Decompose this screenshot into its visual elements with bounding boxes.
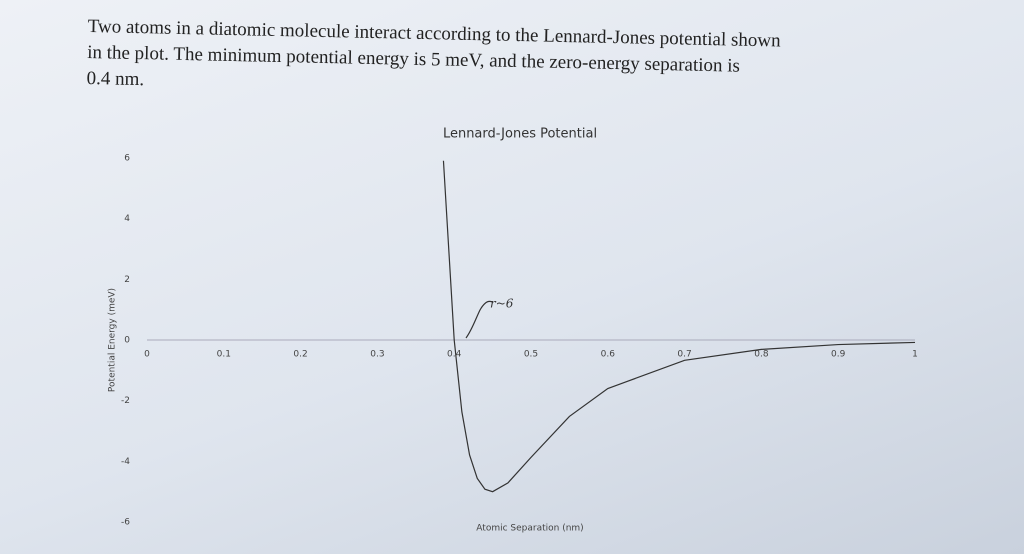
y-axis-label: Potential Energy (meV) <box>108 288 118 392</box>
x-tick-label: 0.7 <box>677 350 691 360</box>
x-tick-label: 0 <box>144 350 150 360</box>
y-tick-label: 6 <box>124 154 130 164</box>
x-tick-label: 1 <box>912 350 918 360</box>
x-tick-label: 0.1 <box>217 350 231 360</box>
curve <box>442 160 916 493</box>
y-tick-label: 4 <box>124 214 130 224</box>
handwritten-mark <box>465 300 493 339</box>
y-tick-label: 0 <box>124 336 130 346</box>
y-tick-label: -4 <box>121 457 130 467</box>
y-tick-label: -6 <box>121 518 130 528</box>
x-tick-label: 0.2 <box>293 350 307 360</box>
chart-title: Lennard-Jones Potential <box>443 127 597 142</box>
y-tick-label: -2 <box>121 396 130 406</box>
x-tick-label: 0.3 <box>370 350 384 360</box>
x-tick-label: 0.4 <box>447 350 462 360</box>
x-axis-label: Atomic Separation (nm) <box>476 524 583 534</box>
x-tick-label: 0.6 <box>601 350 616 360</box>
annotation: r~6 <box>490 297 514 311</box>
y-tick-label: 2 <box>124 275 130 285</box>
x-tick-label: 0.5 <box>524 350 538 360</box>
x-tick-label: 0.9 <box>831 350 846 360</box>
x-tick-label: 0.8 <box>754 350 769 360</box>
